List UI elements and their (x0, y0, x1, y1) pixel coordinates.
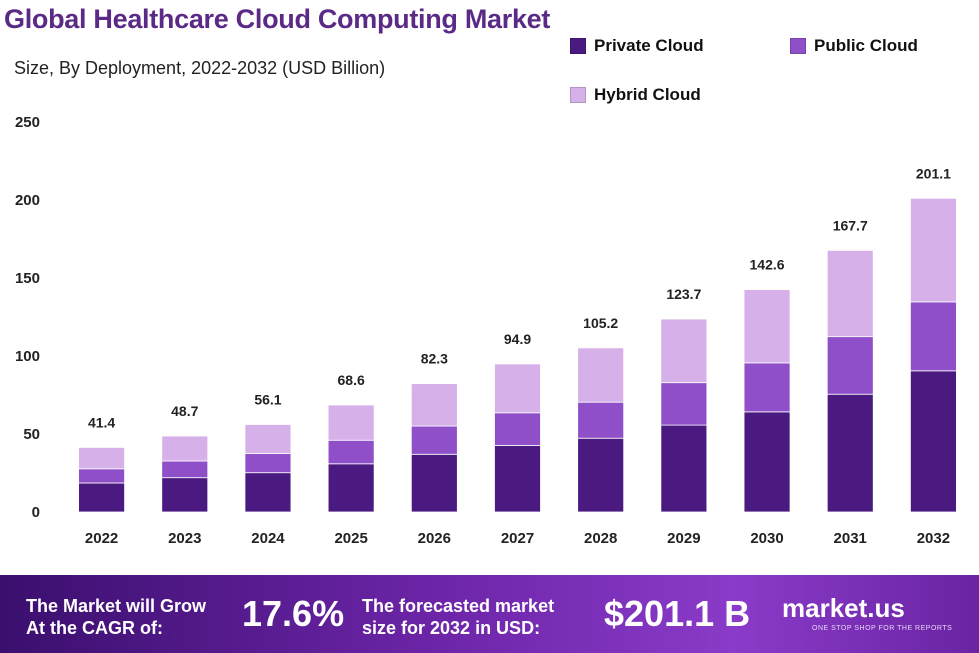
x-tick-label: 2027 (501, 530, 534, 547)
legend-swatch-public (790, 38, 806, 54)
x-tick-label: 2028 (584, 530, 617, 547)
bar-segment-private-cloud (826, 393, 874, 513)
stacked-bar-chart: 0 50 100 150 200 250 41.4 2022 48.7 2023 56.1 2024 6… (15, 114, 957, 547)
bar-segment-hybrid-cloud (244, 424, 292, 454)
bar-segment-hybrid-cloud (826, 249, 874, 338)
bar-total-label: 82.3 (421, 351, 448, 367)
bar-total-label: 56.1 (254, 391, 281, 407)
cagr-label-line1: The Market will Grow (26, 596, 207, 616)
y-tick-label: 250 (15, 114, 40, 131)
bar-total-label: 48.7 (171, 403, 198, 419)
bar-segment-public-cloud (161, 460, 209, 479)
x-tick-label: 2029 (667, 530, 700, 547)
bar-segment-hybrid-cloud (494, 363, 541, 414)
x-tick-label: 2026 (418, 530, 451, 547)
cagr-value: 17.6% (242, 593, 345, 634)
legend-item-private: Private Cloud (570, 36, 704, 56)
bar-segment-private-cloud (910, 370, 957, 513)
legend-item-hybrid: Hybrid Cloud (570, 85, 701, 105)
bar-segment-hybrid-cloud (660, 318, 708, 384)
bar-segment-public-cloud (78, 468, 125, 484)
bar-segment-private-cloud (660, 424, 708, 513)
y-tick-label: 50 (23, 426, 40, 443)
bar-segment-public-cloud (577, 401, 625, 439)
bar-segment-private-cloud (161, 477, 209, 513)
bar-total-label: 105.2 (583, 315, 618, 331)
bar-segment-private-cloud (78, 482, 125, 513)
x-tick-label: 2024 (251, 530, 285, 547)
chart-title: Global Healthcare Cloud Computing Market (4, 4, 551, 34)
bar-total-label: 142.6 (750, 257, 785, 273)
y-tick-label: 100 (15, 348, 40, 365)
brand-logo: market.us (782, 593, 905, 623)
cagr-label: The Market will Grow At the CAGR of: (26, 595, 206, 639)
bar-segment-hybrid-cloud (743, 289, 791, 364)
bar-segment-hybrid-cloud (410, 383, 458, 427)
bar-total-label: 167.7 (833, 217, 868, 233)
y-tick-label: 150 (15, 270, 40, 287)
legend-label-public: Public Cloud (814, 36, 918, 55)
legend-swatch-private (570, 38, 586, 54)
x-tick-label: 2032 (917, 530, 950, 547)
bar-segment-public-cloud (327, 439, 375, 465)
bar-segment-private-cloud (494, 444, 541, 513)
x-tick-label: 2030 (750, 530, 783, 547)
footer-banner: The Market will Grow At the CAGR of: 17.… (0, 575, 979, 653)
bar-segment-private-cloud (327, 463, 375, 513)
cagr-label-line2: At the CAGR of: (26, 618, 163, 638)
bar-segment-public-cloud (743, 362, 791, 413)
bar-segment-hybrid-cloud (78, 447, 125, 470)
bar-segment-public-cloud (910, 301, 957, 372)
x-tick-label: 2022 (85, 530, 118, 547)
bar-segment-private-cloud (410, 453, 458, 513)
bar-total-label: 41.4 (88, 414, 115, 430)
bar-total-label: 201.1 (916, 165, 951, 181)
bar-segment-hybrid-cloud (577, 347, 625, 403)
forecast-value: $201.1 B (604, 593, 751, 634)
bar-segment-public-cloud (494, 412, 541, 446)
forecast-label: The forecasted market size for 2032 in U… (362, 595, 554, 639)
bar-total-label: 94.9 (504, 331, 531, 347)
bar-segment-hybrid-cloud (327, 404, 375, 441)
forecast-label-line2: size for 2032 in USD: (362, 618, 541, 638)
forecast-label-line1: The forecasted market (362, 596, 555, 616)
x-tick-label: 2031 (834, 530, 867, 547)
x-tick-label: 2025 (334, 530, 367, 547)
legend-item-public: Public Cloud (790, 36, 918, 56)
bar-total-label: 123.7 (666, 286, 701, 302)
legend-label-private: Private Cloud (594, 36, 704, 55)
legend-label-hybrid: Hybrid Cloud (594, 85, 701, 104)
y-tick-label: 200 (15, 192, 40, 209)
bar-segment-hybrid-cloud (910, 197, 957, 303)
x-tick-label: 2023 (168, 530, 201, 547)
bar-segment-private-cloud (743, 411, 791, 513)
bar-total-label: 68.6 (338, 372, 365, 388)
bar-segment-public-cloud (826, 336, 874, 395)
bar-segment-private-cloud (244, 472, 292, 513)
legend-swatch-hybrid (570, 87, 586, 103)
bar-segment-public-cloud (660, 382, 708, 426)
bar-segment-hybrid-cloud (161, 435, 209, 462)
y-tick-label: 0 (32, 504, 40, 521)
bar-segment-private-cloud (577, 437, 625, 513)
chart-subtitle: Size, By Deployment, 2022-2032 (USD Bill… (14, 58, 386, 78)
bar-segment-public-cloud (410, 425, 458, 455)
brand-tagline: ONE STOP SHOP FOR THE REPORTS (812, 625, 953, 632)
bar-segment-public-cloud (244, 453, 292, 474)
